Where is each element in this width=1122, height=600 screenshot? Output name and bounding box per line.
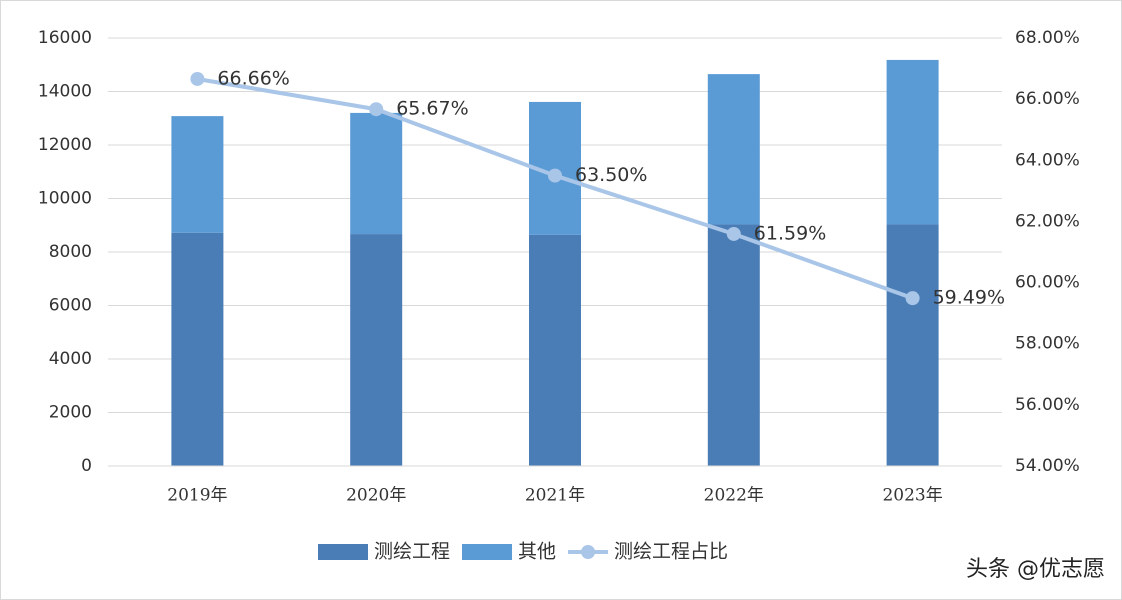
line-point [190,71,205,86]
bar [529,234,581,466]
y2-tick-label: 64.00% [1015,150,1080,170]
legend-swatch [318,544,368,560]
y2-tick-label: 56.00% [1015,395,1080,415]
y2-tick-label: 58.00% [1015,334,1080,354]
line-point [548,168,562,183]
x-tick-label: 2020年 [346,486,406,506]
y2-tick-label: 60.00% [1015,273,1080,293]
bar [886,59,939,225]
y2-tick-label: 68.00% [1015,28,1080,48]
data-label: 59.49% [933,287,1005,309]
bar [707,224,760,466]
bar [707,74,760,225]
bar [886,224,939,466]
line-point [726,226,741,241]
bar [350,112,403,235]
y-tick-label: 0 [81,456,92,476]
x-tick-label: 2022年 [704,486,764,506]
data-label: 63.50% [575,164,647,186]
x-tick-label: 2021年 [525,486,585,506]
x-tick-label: 2019年 [167,486,227,506]
y-tick-label: 8000 [49,242,92,262]
data-label: 66.66% [217,67,289,89]
y-tick-label: 12000 [38,135,92,155]
y2-tick-label: 66.00% [1015,89,1080,109]
legend-label: 测绘工程占比 [614,541,728,563]
line-point [905,291,920,306]
bar [171,232,224,466]
bar [350,234,403,466]
legend-label: 其他 [518,541,556,563]
legend-swatch [462,544,513,560]
data-label: 61.59% [754,222,826,244]
y2-tick-label: 54.00% [1015,456,1080,476]
y-tick-label: 2000 [49,403,92,423]
data-label: 65.67% [396,98,468,120]
y-tick-label: 14000 [38,82,92,102]
watermark: 头条 @优志愿 [966,557,1105,582]
y-tick-label: 10000 [38,189,92,209]
y-tick-label: 4000 [49,349,92,369]
bar [171,116,224,233]
legend-label: 测绘工程 [374,541,450,563]
legend-marker [581,545,596,559]
y-tick-label: 6000 [49,296,92,316]
y2-tick-label: 62.00% [1015,211,1080,231]
y-tick-label: 16000 [38,28,92,48]
line-point [369,102,384,117]
x-tick-label: 2023年 [882,486,942,506]
